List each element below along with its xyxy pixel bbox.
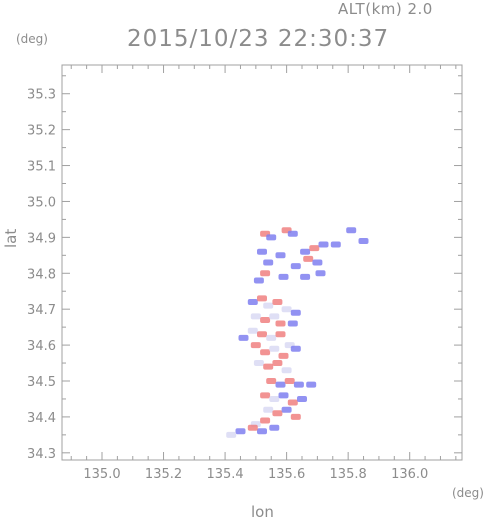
data-cell — [266, 234, 277, 241]
x-tick-label: 135.6 — [268, 467, 305, 482]
data-cell — [272, 360, 283, 366]
data-cell — [250, 313, 261, 320]
y-tick-label: 34.5 — [27, 375, 56, 390]
data-cell — [275, 381, 286, 388]
y-tick-label: 35.3 — [27, 88, 56, 103]
data-cell — [253, 360, 264, 366]
y-tick-label: 34.3 — [27, 447, 56, 462]
data-cell — [260, 349, 271, 356]
data-cell — [300, 248, 311, 255]
y-tick-label: 34.6 — [27, 339, 56, 354]
x-tick-label: 135.4 — [206, 467, 243, 482]
data-cell — [263, 302, 274, 309]
data-cell — [266, 334, 277, 341]
data-cell — [253, 277, 264, 284]
data-cell — [250, 342, 261, 349]
data-cell — [287, 320, 298, 327]
data-cell — [257, 428, 267, 435]
y-tick-label: 35.1 — [27, 160, 56, 175]
data-cell — [297, 396, 307, 402]
data-cell — [346, 227, 357, 234]
y-tick-label: 34.4 — [27, 411, 56, 426]
data-cell — [281, 306, 292, 313]
data-cell — [281, 406, 292, 413]
data-cell — [275, 252, 286, 259]
data-cell — [287, 399, 298, 406]
data-cell — [272, 299, 283, 305]
data-cell — [300, 273, 311, 280]
x-tick-label: 135.8 — [330, 467, 367, 482]
data-cell — [272, 410, 283, 417]
data-cell — [260, 392, 271, 399]
data-cell — [278, 273, 289, 280]
altitude-label: ALT(km) 2.0 — [338, 0, 433, 18]
data-cell — [269, 424, 280, 431]
data-cell — [247, 299, 258, 305]
data-cell — [266, 378, 277, 384]
y-tick-label: 35.2 — [27, 124, 56, 139]
y-tick-label: 34.9 — [27, 231, 56, 246]
data-cell — [257, 331, 267, 338]
data-cell — [281, 367, 292, 374]
data-cell — [358, 238, 369, 244]
data-cell — [247, 424, 258, 431]
data-cell — [284, 378, 295, 384]
data-cell — [278, 352, 289, 359]
y-axis-unit: (deg) — [16, 32, 48, 46]
data-cell — [293, 381, 304, 388]
data-cell — [263, 363, 274, 370]
data-cell — [290, 413, 301, 420]
y-tick-label: 34.7 — [27, 303, 56, 318]
data-cell — [290, 345, 301, 352]
data-cell — [275, 331, 286, 338]
data-cell — [235, 428, 246, 435]
x-tick-label: 135.2 — [145, 467, 182, 482]
data-cell — [309, 245, 320, 252]
data-cell — [318, 241, 329, 248]
data-cell — [247, 327, 258, 334]
data-cells-layer — [226, 227, 369, 438]
ticks-layer: 135.0 135.2 135.4 135.6 135.8 136.0 34.3 34.4 34… — [27, 65, 462, 482]
data-cell — [330, 241, 341, 248]
data-cell — [263, 259, 274, 266]
data-cell — [260, 270, 271, 277]
data-cell — [226, 431, 237, 438]
x-axis-label: lon — [251, 503, 274, 521]
data-cell — [278, 392, 289, 399]
x-axis-unit: (deg) — [452, 486, 484, 500]
data-cell — [275, 320, 286, 327]
data-cell — [263, 406, 274, 413]
data-cell — [257, 248, 267, 255]
data-cell — [287, 230, 298, 237]
data-cell — [238, 334, 249, 341]
data-cell — [315, 270, 326, 277]
data-cell — [257, 295, 267, 302]
data-cell — [260, 317, 271, 323]
data-cell — [269, 313, 280, 320]
y-tick-label: 35.0 — [27, 195, 56, 210]
data-cell — [303, 255, 314, 262]
data-cell — [306, 381, 317, 388]
data-cell — [260, 417, 271, 424]
data-cell — [290, 309, 301, 316]
data-cell — [269, 345, 280, 352]
x-tick-label: 135.0 — [83, 467, 120, 482]
data-cell — [312, 259, 323, 266]
data-cell — [290, 263, 301, 270]
data-cell — [269, 396, 280, 402]
x-tick-label: 136.0 — [391, 467, 428, 482]
chart-title-timestamp: 2015/10/23 22:30:37 — [127, 26, 390, 52]
y-tick-label: 34.8 — [27, 267, 56, 282]
plot-frame — [61, 64, 463, 461]
